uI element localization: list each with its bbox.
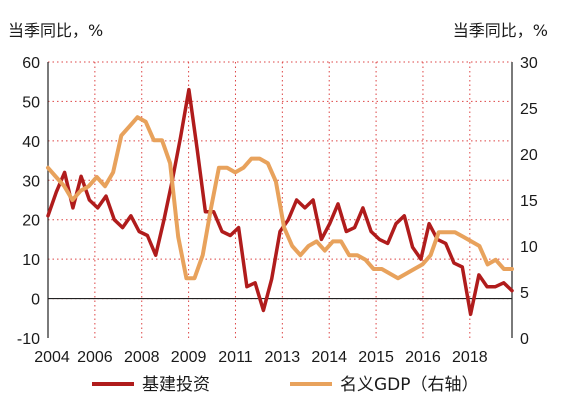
x-tick-label: 2004 xyxy=(34,349,70,366)
left-tick-label: 50 xyxy=(22,94,40,111)
x-tick-label: 2016 xyxy=(405,349,441,366)
left-tick-label: 0 xyxy=(31,292,40,309)
series-line-1 xyxy=(46,115,514,281)
right-axis-unit-label: 当季同比，% xyxy=(453,21,548,40)
left-tick-label: 30 xyxy=(22,173,40,190)
right-tick-label: 0 xyxy=(520,331,529,348)
right-tick-label: 15 xyxy=(520,193,538,210)
left-tick-label: 10 xyxy=(22,252,40,269)
x-tick-label: 2006 xyxy=(77,349,113,366)
legend-label-0: 基建投资 xyxy=(142,375,210,395)
left-tick-label: 20 xyxy=(22,213,40,230)
x-tick-label: 2009 xyxy=(171,349,207,366)
left-tick-label: -10 xyxy=(17,331,40,348)
x-tick-label: 2014 xyxy=(311,349,347,366)
x-tick-label: 2013 xyxy=(265,349,301,366)
left-tick-label: 60 xyxy=(22,55,40,72)
right-tick-label: 5 xyxy=(520,285,529,302)
legend: 基建投资 名义GDP（右轴） xyxy=(92,375,479,395)
left-tick-label: 40 xyxy=(22,134,40,151)
series-line-0 xyxy=(46,87,514,317)
right-tick-label: 20 xyxy=(520,147,538,164)
x-tick-label: 2008 xyxy=(124,349,160,366)
x-tick-label: 2011 xyxy=(218,349,253,366)
right-tick-label: 25 xyxy=(520,101,538,118)
series-lines xyxy=(46,87,514,317)
x-tick-label: 2015 xyxy=(358,349,394,366)
right-tick-label: 10 xyxy=(520,239,538,256)
right-tick-label: 30 xyxy=(520,55,538,72)
left-axis-unit-label: 当季同比，% xyxy=(8,21,103,40)
legend-label-1: 名义GDP（右轴） xyxy=(340,375,479,395)
x-tick-label: 2018 xyxy=(452,349,488,366)
